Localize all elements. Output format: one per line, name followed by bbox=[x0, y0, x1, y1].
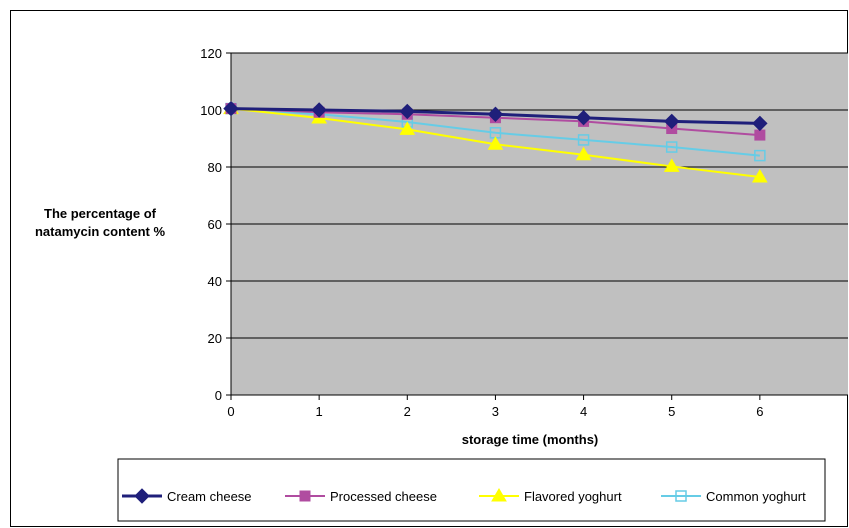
x-tick-label: 2 bbox=[404, 404, 411, 419]
data-point bbox=[399, 103, 415, 120]
data-point bbox=[575, 146, 592, 161]
legend-label: Processed cheese bbox=[330, 489, 437, 504]
legend-entry: Processed cheese bbox=[285, 489, 437, 504]
legend-box bbox=[117, 458, 826, 522]
y-tick-label: 100 bbox=[200, 103, 222, 118]
data-point bbox=[754, 149, 766, 162]
legend-marker bbox=[675, 490, 687, 502]
y-tick-label: 60 bbox=[208, 217, 222, 232]
y-axis-label-line2: natamycin content % bbox=[35, 224, 165, 239]
legend-entry: Common yoghurt bbox=[661, 489, 806, 504]
legend-label: Cream cheese bbox=[167, 489, 252, 504]
y-tick-label: 40 bbox=[208, 274, 222, 289]
x-tick-label: 1 bbox=[316, 404, 323, 419]
legend-entry: Cream cheese bbox=[122, 488, 252, 504]
data-point bbox=[223, 100, 239, 117]
legend-marker bbox=[491, 488, 507, 502]
data-point bbox=[751, 168, 768, 183]
legend-entry: Flavored yoghurt bbox=[479, 488, 622, 504]
data-point bbox=[575, 109, 592, 126]
series-cream-cheese bbox=[223, 100, 768, 132]
legend-label: Flavored yoghurt bbox=[524, 489, 622, 504]
legend: Cream cheese Processed cheese Flavored yog… bbox=[122, 488, 806, 504]
legend-marker bbox=[299, 490, 311, 502]
data-point bbox=[752, 115, 768, 132]
series-layer bbox=[223, 100, 768, 183]
data-point bbox=[487, 106, 504, 122]
y-axis-label-line1: The percentage of bbox=[44, 206, 157, 221]
data-point bbox=[577, 134, 590, 146]
x-tick-label: 3 bbox=[492, 404, 499, 419]
y-tick-label: 20 bbox=[208, 331, 222, 346]
data-point bbox=[663, 158, 680, 172]
data-point bbox=[487, 136, 504, 150]
data-point bbox=[311, 102, 327, 118]
data-point bbox=[754, 129, 766, 141]
data-point bbox=[664, 113, 680, 130]
y-tick-label: 120 bbox=[200, 46, 222, 61]
tick-labels: 0 20 40 60 80 100 120 0 1 2 3 4 5 6 bbox=[200, 46, 763, 419]
x-tick-label: 6 bbox=[756, 404, 763, 419]
x-axis-label: storage time (months) bbox=[462, 432, 599, 447]
data-point bbox=[399, 121, 416, 135]
x-tick-label: 5 bbox=[668, 404, 675, 419]
x-tick-label: 4 bbox=[580, 404, 587, 419]
legend-marker bbox=[134, 488, 150, 504]
data-point bbox=[665, 141, 678, 153]
x-tick-label: 0 bbox=[227, 404, 234, 419]
y-tick-label: 0 bbox=[215, 388, 222, 403]
legend-label: Common yoghurt bbox=[706, 489, 806, 504]
y-tick-label: 80 bbox=[208, 160, 222, 175]
